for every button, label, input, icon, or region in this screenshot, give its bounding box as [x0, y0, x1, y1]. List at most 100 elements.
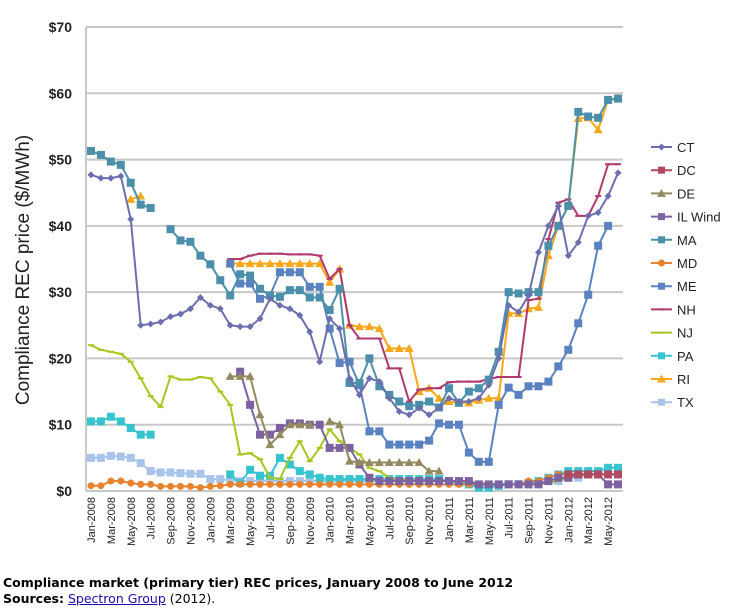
legend-label: TX — [677, 395, 694, 410]
data-point — [475, 394, 483, 402]
data-point — [614, 470, 623, 479]
data-point — [265, 430, 274, 439]
data-point — [657, 374, 666, 383]
data-point — [315, 293, 324, 302]
data-point — [256, 284, 265, 293]
data-point — [454, 477, 463, 486]
data-point — [658, 213, 665, 221]
data-point — [226, 476, 235, 485]
data-point — [554, 202, 562, 210]
data-point — [157, 318, 165, 326]
data-point — [117, 172, 125, 180]
data-point — [166, 225, 175, 234]
legend-label: RI — [677, 372, 690, 387]
data-point — [256, 315, 264, 323]
data-point — [464, 477, 473, 486]
data-point — [216, 276, 225, 285]
data-point — [176, 236, 185, 245]
x-tick-label: Sep-2009 — [285, 497, 297, 545]
data-point — [345, 378, 354, 387]
data-point — [167, 482, 175, 490]
data-point — [355, 480, 363, 488]
data-point — [136, 430, 145, 439]
legend-item-nj: NJ — [651, 326, 693, 341]
data-point — [374, 457, 384, 466]
data-point — [485, 381, 493, 389]
data-point — [326, 315, 334, 323]
data-point — [424, 466, 434, 475]
data-point — [515, 308, 523, 316]
data-point — [96, 417, 105, 426]
data-point — [336, 325, 344, 333]
legend-item-ri: RI — [651, 372, 690, 387]
data-point — [295, 467, 304, 476]
spectron-group-link[interactable]: Spectron Group — [67, 591, 166, 606]
data-point — [236, 323, 244, 331]
data-point — [325, 443, 334, 452]
data-point — [196, 251, 205, 260]
data-point — [146, 430, 155, 439]
data-point — [404, 343, 414, 352]
data-point — [455, 398, 463, 406]
data-point — [295, 286, 304, 295]
data-point — [325, 416, 335, 425]
rec-price-chart: $0 $10 $20 $30 $40 $50 $60 $70 Jan-2008 Mar-2008… — [13, 19, 721, 546]
data-point — [494, 480, 503, 489]
data-point — [658, 282, 665, 290]
data-point — [146, 203, 155, 212]
x-tick-label: Mar-2010 — [345, 497, 357, 544]
data-point — [335, 443, 344, 452]
data-point — [316, 480, 324, 488]
data-point — [186, 469, 195, 478]
data-point — [375, 427, 384, 436]
data-point — [295, 259, 305, 268]
legend-label: DC — [677, 163, 696, 178]
data-point — [534, 382, 543, 391]
x-tick-label: Jan-2009 — [205, 497, 217, 543]
data-point — [246, 271, 255, 280]
x-tick-label: Nov-2009 — [305, 497, 317, 545]
data-point — [275, 430, 285, 439]
data-point — [604, 470, 613, 479]
data-point — [86, 417, 95, 426]
series-ma — [86, 94, 623, 412]
data-point — [276, 480, 284, 488]
data-point — [425, 397, 434, 406]
x-tick-label: Jul-2010 — [384, 497, 396, 539]
data-point — [316, 358, 324, 366]
data-point — [385, 394, 393, 402]
data-point — [405, 402, 414, 411]
data-point — [415, 440, 424, 449]
data-point — [384, 343, 394, 352]
data-point — [505, 301, 513, 309]
data-point — [235, 259, 245, 268]
x-tick-label: Sep-2011 — [524, 497, 536, 544]
data-point — [116, 160, 125, 169]
data-point — [364, 457, 374, 466]
data-point — [97, 482, 105, 490]
data-point — [236, 367, 245, 376]
data-point — [564, 201, 573, 210]
legend-label: MA — [677, 233, 697, 248]
data-point — [345, 357, 354, 366]
data-point — [375, 382, 384, 391]
data-point — [216, 482, 224, 490]
data-point — [196, 293, 204, 301]
data-point — [484, 375, 493, 384]
data-point — [127, 479, 135, 487]
data-point — [474, 384, 483, 393]
series-line — [169, 97, 619, 409]
data-point — [354, 457, 364, 466]
data-point — [335, 475, 344, 484]
data-point — [186, 237, 195, 246]
data-point — [246, 279, 255, 288]
data-point — [285, 268, 294, 277]
data-point — [295, 420, 305, 429]
data-point — [554, 362, 563, 371]
data-point — [216, 475, 225, 484]
data-point — [107, 477, 115, 485]
data-point — [226, 291, 235, 300]
series-ct — [87, 169, 622, 419]
data-point — [186, 305, 194, 313]
x-tick-label: Mar-2009 — [225, 497, 237, 544]
